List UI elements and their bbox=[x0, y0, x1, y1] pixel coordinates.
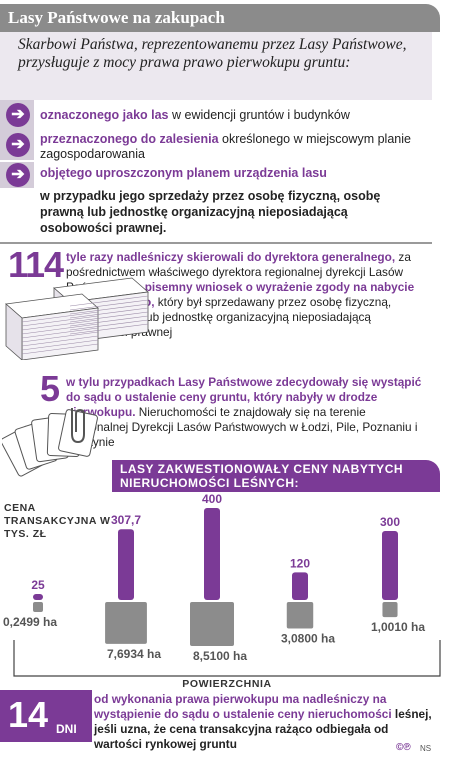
chart-title: LASY ZAKWESTIONOWAŁY CENY NABYTYCH NIERU… bbox=[120, 462, 404, 490]
price-bar bbox=[204, 508, 220, 600]
bullet-item-1: ➔ oznaczonego jako las w ewidencji grunt… bbox=[0, 100, 432, 130]
area-label: 1,0010 ha bbox=[371, 620, 425, 634]
area-label: 0,2499 ha bbox=[3, 615, 57, 629]
chart-title-banner bbox=[112, 460, 440, 492]
bullet-item-3: ➔ objętego uproszczonym planem urządzeni… bbox=[0, 162, 432, 188]
price-bar bbox=[292, 572, 308, 600]
price-bar bbox=[118, 529, 134, 600]
area-square bbox=[286, 602, 314, 629]
bullet-rest: w ewidencji gruntów i budynków bbox=[168, 108, 350, 122]
intro-text: Skarbowi Państwa, reprezentowanemu przez… bbox=[18, 36, 407, 71]
price-label: 307,7 bbox=[111, 513, 141, 527]
bullet-rest: określonego w miejscowym planie zagospod… bbox=[40, 132, 411, 161]
footer-number: 14 bbox=[8, 694, 49, 735]
arrow-right-icon: ➔ bbox=[6, 163, 30, 187]
stat-number-5: 5 bbox=[40, 368, 61, 409]
documents-paperclip-icon bbox=[2, 408, 98, 477]
intro-box bbox=[0, 32, 432, 100]
arrow-right-icon: ➔ bbox=[6, 103, 30, 127]
conclusion-text: w przypadku jego sprzedaży przez osobę f… bbox=[40, 189, 381, 235]
stat-text-5: w tylu przypadkach Lasy Państwowe zdecyd… bbox=[66, 375, 422, 450]
footer-highlight: od wykonania prawa pierwokupu ma nadleśn… bbox=[94, 692, 392, 721]
chart-y-label: CENA TRANSAKCYJNA W TYS. ZŁ bbox=[4, 502, 111, 540]
price-label: 25 bbox=[31, 578, 45, 592]
stat-number-114: 114 bbox=[8, 244, 64, 285]
price-bar bbox=[382, 531, 398, 600]
footer-text: od wykonania prawa pierwokupu ma nadleśn… bbox=[94, 692, 434, 752]
footer-rest: leśnej, jeśli uzna, że cena transakcyjna… bbox=[94, 707, 432, 751]
price-label: 400 bbox=[202, 492, 222, 506]
footer-badge bbox=[0, 690, 92, 742]
header-bar bbox=[0, 4, 440, 32]
price-label: 120 bbox=[290, 556, 310, 570]
chart-x-label: POWIERZCHNIA bbox=[182, 678, 271, 690]
bullet-highlight: oznaczonego jako las bbox=[40, 108, 169, 122]
bullet-highlight: przeznaczonego do zalesienia bbox=[40, 132, 219, 146]
divider bbox=[0, 242, 432, 244]
paper-stack-icon bbox=[5, 277, 149, 360]
bar-chart: 25 307,7 400 120 300 0,2499 ha 7,6934 ha 8,5100… bbox=[3, 492, 441, 690]
bracket-line bbox=[13, 640, 441, 677]
author-initials: NS bbox=[420, 744, 432, 753]
footer-unit: DNI bbox=[56, 722, 77, 736]
area-label: 3,0800 ha bbox=[281, 631, 335, 645]
area-label: 7,6934 ha bbox=[107, 647, 161, 661]
area-square bbox=[190, 602, 234, 646]
stat-rest: Nieruchomości te znajdowały się na teren… bbox=[66, 405, 418, 449]
bullet-highlight: objętego uproszczonym planem urządzenia … bbox=[40, 166, 327, 180]
stat-lead: tyle razy nadleśniczy skierowali do dyre… bbox=[66, 250, 396, 264]
price-bar bbox=[33, 594, 43, 600]
page-title: Lasy Państwowe na zakupach bbox=[8, 8, 225, 27]
source-logo: ©℗ bbox=[396, 742, 411, 753]
arrow-right-icon: ➔ bbox=[6, 133, 30, 157]
area-square bbox=[33, 602, 43, 612]
price-label: 300 bbox=[380, 515, 400, 529]
area-square bbox=[105, 602, 147, 644]
area-square bbox=[382, 602, 398, 618]
area-label: 8,5100 ha bbox=[193, 649, 247, 663]
bullet-item-2: ➔ przeznaczonego do zalesienia określone… bbox=[0, 130, 432, 162]
